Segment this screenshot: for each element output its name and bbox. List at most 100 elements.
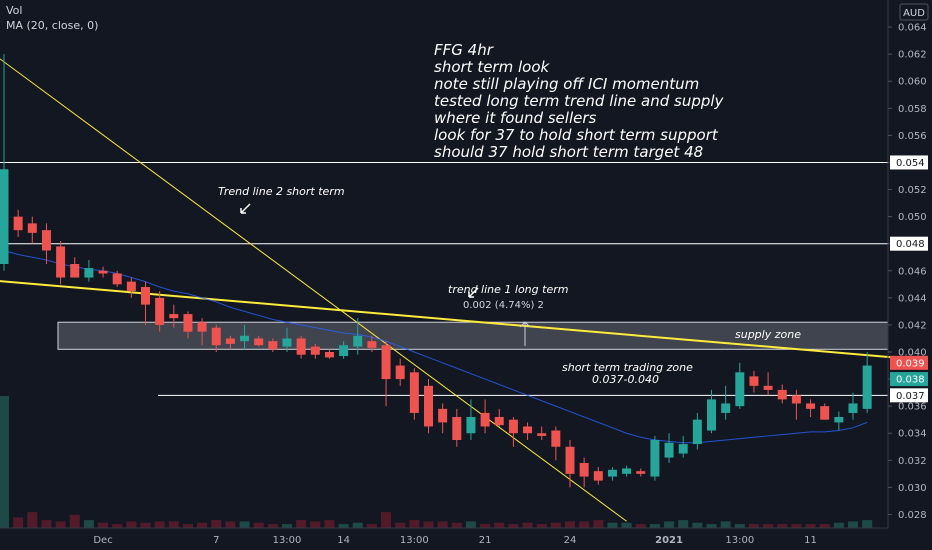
candle-body [84,268,94,278]
candle [848,392,858,420]
candle [466,399,476,440]
volume-bar [536,524,547,528]
candle-body [834,416,844,423]
volume-bar [664,521,675,528]
volume-bar [69,514,80,528]
volume-bar [635,524,646,528]
note-line: note still playing off ICI momentum [434,75,699,93]
note-line: tested long term trend line and supply [434,92,725,110]
volume-bar [168,521,179,528]
candle-body [523,426,533,434]
price-tick-label: 0.044 [898,293,927,304]
candle-body [579,463,589,477]
time-tick-label: 24 [564,535,577,546]
note-line: should 37 hold short term target 48 [434,143,703,161]
time-tick-label: 11 [804,535,817,546]
time-tick-label: 21 [479,535,492,546]
candle-body [650,440,660,477]
candle [27,216,37,244]
candle-body [183,314,193,332]
candle [692,412,702,450]
price-tick-label: 0.046 [898,266,927,277]
candle [565,440,575,488]
candle-body [494,416,504,426]
volume-bar [197,522,208,528]
candle [862,352,872,413]
candle [254,335,264,347]
time-tick-label: 2021 [655,535,683,546]
trading-zone-title: short term trading zone [562,361,693,374]
volume-bar [522,522,533,528]
volume-bar [763,524,774,528]
volume-bar [423,521,434,528]
candle [664,433,674,464]
candle [183,311,193,339]
volume-bar [437,521,448,528]
note-line: short term look [434,58,550,76]
candle [268,338,278,352]
candle-body [466,416,476,434]
time-tick-label: 13:00 [273,535,302,546]
volume-bar [748,524,759,528]
candle-body [480,412,490,427]
price-tick-label: 0.052 [898,185,927,196]
candle [650,435,660,481]
candle [141,281,150,325]
candle-body [240,335,250,342]
volume-bar [352,522,363,528]
candle-body [367,341,377,348]
volume-bar [13,517,24,528]
volume-bar [324,520,335,528]
price-tick-label: 0.028 [898,510,927,521]
volume-bar [154,521,165,528]
candle [126,277,136,298]
candle [339,341,349,359]
volume-bar [239,521,250,528]
candle-body [551,430,561,447]
legend-vol: Vol [6,4,22,17]
candle [607,467,617,481]
candle [806,399,816,417]
candle-body [0,169,9,264]
candle [112,270,122,288]
candle [13,209,23,237]
arrow-icon [240,203,251,214]
price-tick-label: 0.060 [898,77,927,88]
time-axis[interactable]: Dec 7 13:00 14 13:00 21 24 2021 13:00 11 [93,535,817,546]
legend-ma: MA (20, close, 0) [6,19,98,32]
candle [508,416,518,447]
candle-body [282,338,292,347]
volume-bar [833,522,844,528]
volume-bar [27,512,38,528]
candle [537,426,547,440]
volume-bar [607,522,618,528]
measure-label: 0.002 (4.74%) 2 [463,300,544,311]
price-tag-label: 0.037 [896,391,925,402]
candle [211,324,221,352]
volume-bar [777,524,788,528]
candle [381,341,391,407]
volume-bar [253,522,264,528]
candle [579,457,589,488]
candle-body [636,471,646,474]
candle [820,403,830,420]
price-tick-label: 0.056 [898,131,927,142]
candle [791,389,801,420]
candle-body [593,471,603,481]
volume-bar [211,520,222,528]
candle-body [98,270,108,274]
currency-badge[interactable] [899,3,929,21]
candle [438,403,448,434]
candle [98,266,108,278]
candle-body [763,385,773,390]
candle [494,408,504,427]
arrow-icon [468,287,479,298]
candle-body [862,365,872,409]
price-tag [890,355,928,370]
candle-body [155,297,165,325]
time-tick-label: 14 [337,535,350,546]
candle-body [721,403,731,413]
price-tick-label: 0.042 [898,320,927,331]
time-tick-label: 7 [213,535,219,546]
